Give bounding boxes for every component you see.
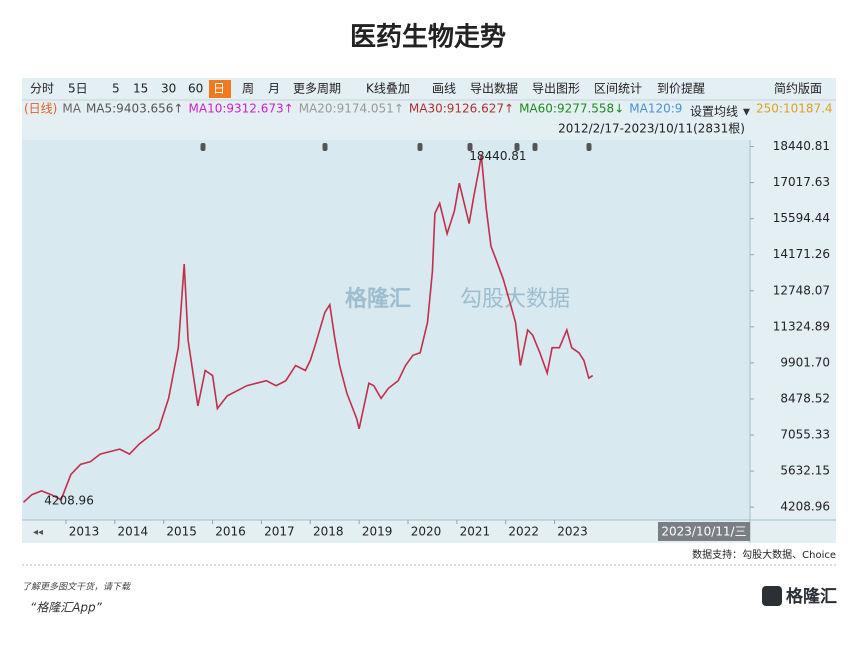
ma-legend: MA10:9312.673↑: [189, 102, 294, 116]
toolbar-item[interactable]: 周: [242, 82, 254, 96]
x-tick-label: 2014: [118, 525, 149, 539]
chart-title: 医药生物走势: [350, 23, 506, 53]
ma-legend: MA30:9126.627↑: [409, 102, 514, 116]
scroll-arrow[interactable]: ◂◂: [33, 527, 43, 538]
current-date: 2023/10/11/三: [661, 525, 746, 539]
toolbar-item[interactable]: 5日: [68, 82, 88, 96]
toolbar-item[interactable]: 60: [188, 82, 203, 96]
toolbar-item[interactable]: 5: [112, 82, 120, 96]
toolbar-item[interactable]: 区间统计: [594, 82, 642, 96]
toolbar-item[interactable]: 导出图形: [532, 82, 580, 96]
watermark: 勾股大数据: [460, 287, 570, 312]
toolbar-item[interactable]: 导出数据: [470, 81, 518, 96]
x-tick-label: 2023: [557, 525, 588, 539]
toolbar-item[interactable]: 到价提醒: [657, 81, 705, 96]
x-tick-label: 2022: [508, 525, 539, 539]
y-tick-label: 14171.26: [773, 247, 830, 261]
event-marker[interactable]: [586, 143, 592, 151]
footer-app: “格隆汇App”: [30, 601, 103, 615]
toolbar-item[interactable]: K线叠加: [366, 82, 410, 96]
footer-note: 了解更多图文干货，请下载: [22, 582, 131, 593]
toolbar-item[interactable]: 分时: [30, 82, 54, 96]
annotation: 4208.96: [44, 494, 94, 508]
y-tick-label: 12748.07: [773, 283, 830, 297]
ma-legend: (日线): [24, 102, 57, 116]
logo: 格隆汇: [786, 586, 837, 607]
event-marker[interactable]: [532, 143, 538, 151]
date-box: [658, 522, 750, 541]
dropdown-arrow[interactable]: ▼: [743, 108, 750, 118]
ma-legend: 250:10187.4: [756, 102, 833, 116]
x-tick-label: 2017: [264, 525, 295, 539]
ma-legend: MA60:9277.558↓: [519, 102, 624, 116]
plot-area: [22, 140, 750, 520]
event-marker[interactable]: [200, 143, 206, 151]
y-tick-label: 15594.44: [773, 211, 830, 225]
date-range: 2012/2/17-2023/10/11(2831根): [558, 122, 745, 136]
ma-legend: MA120:9: [629, 102, 682, 116]
y-tick-label: 11324.89: [773, 319, 830, 333]
source: 数据支持：勾股大数据、Choice: [692, 548, 836, 561]
toolbar-item[interactable]: 画线: [432, 82, 456, 96]
x-tick-label: 2016: [215, 525, 246, 539]
x-tick-label: 2019: [362, 525, 393, 539]
y-tick-label: 18440.81: [773, 139, 830, 153]
annotation: 18440.81: [469, 149, 526, 163]
toolbar-item[interactable]: 15: [133, 82, 148, 96]
toolbar-item[interactable]: 30: [161, 82, 176, 96]
x-tick-label: 2021: [460, 525, 491, 539]
toolbar-item[interactable]: 日: [213, 82, 225, 96]
watermark-logo: 格隆汇: [345, 286, 411, 312]
y-tick-label: 17017.63: [773, 175, 830, 189]
ma-legend: MA: [62, 102, 81, 116]
event-marker[interactable]: [322, 143, 328, 151]
x-tick-label: 2020: [411, 525, 442, 539]
y-tick-label: 8478.52: [780, 391, 830, 405]
toolbar-item[interactable]: 更多周期: [293, 82, 341, 96]
ma-legend: MA5:9403.656↑: [86, 102, 184, 116]
toolbar-item[interactable]: 月: [268, 82, 280, 96]
x-tick-label: 2013: [69, 525, 100, 539]
ma-setting[interactable]: 设置均线: [690, 105, 738, 119]
ma-legend: MA20:9174.051↑: [299, 102, 404, 116]
toolbar-active: [209, 80, 231, 98]
y-tick-label: 9901.70: [780, 355, 830, 369]
event-marker[interactable]: [417, 143, 423, 151]
y-tick-label: 5632.15: [780, 464, 830, 478]
y-tick-label: 7055.33: [780, 427, 830, 441]
y-tick-label: 4208.96: [780, 500, 830, 514]
x-tick-label: 2018: [313, 525, 344, 539]
toolbar-item[interactable]: 简约版面: [774, 81, 822, 96]
x-tick-label: 2015: [166, 525, 197, 539]
event-marker[interactable]: [467, 143, 473, 151]
logo-icon: [762, 586, 782, 606]
price-line: [22, 155, 594, 503]
event-marker[interactable]: [514, 143, 520, 151]
